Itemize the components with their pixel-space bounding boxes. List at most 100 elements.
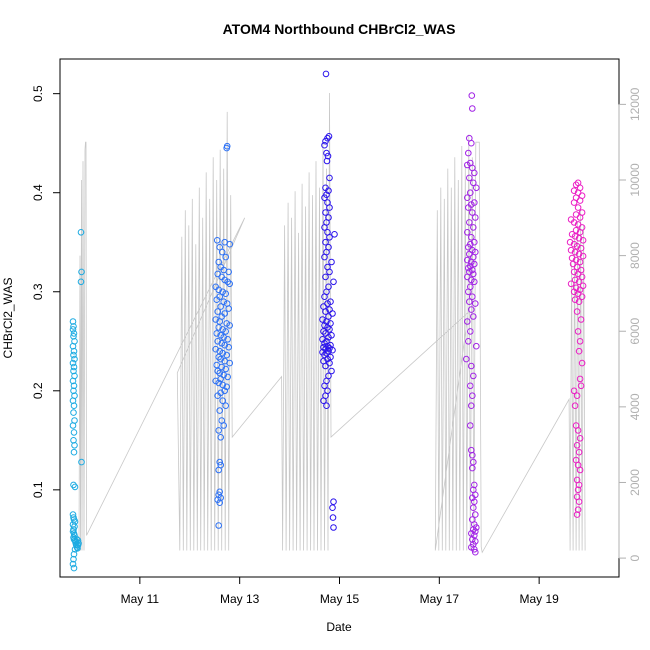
- data-point: [328, 258, 335, 266]
- data-point: [324, 324, 331, 331]
- data-point: [578, 359, 586, 367]
- data-point: [471, 278, 478, 286]
- data-point: [326, 326, 333, 333]
- data-point: [69, 377, 77, 385]
- data-point: [572, 284, 580, 292]
- data-point: [215, 379, 222, 387]
- data-point: [323, 402, 330, 410]
- data-point: [223, 383, 230, 391]
- data-point: [221, 387, 228, 395]
- data-point: [222, 290, 229, 298]
- data-point: [578, 293, 586, 301]
- data-point: [574, 427, 582, 434]
- data-point: [573, 242, 581, 250]
- data-point: [464, 256, 471, 264]
- data-point: [472, 528, 479, 535]
- data-point: [471, 169, 478, 177]
- y2-tick-label: 12000: [628, 87, 642, 121]
- data-point: [224, 336, 231, 343]
- plot-frame: [59, 58, 620, 578]
- x-tick-label: May 17: [420, 592, 460, 606]
- y-tick-label: 0.1: [31, 481, 45, 498]
- data-point: [468, 362, 475, 370]
- data-point: [213, 237, 221, 244]
- data-point: [464, 194, 471, 201]
- data-point: [217, 303, 224, 310]
- data-point: [576, 338, 584, 345]
- data-point: [71, 355, 78, 363]
- data-point: [225, 343, 232, 351]
- data-point: [470, 372, 477, 380]
- y2-tick-label: 10000: [628, 163, 642, 197]
- data-point: [322, 137, 329, 145]
- y2-tick-label: 4000: [628, 393, 642, 420]
- data-point: [467, 328, 474, 335]
- data-point: [222, 365, 229, 373]
- data-point: [70, 347, 78, 355]
- data-point: [326, 174, 333, 182]
- data-point: [574, 204, 582, 211]
- data-point: [324, 355, 331, 363]
- data-point: [330, 524, 337, 531]
- data-point: [225, 268, 232, 276]
- data-point: [322, 238, 329, 246]
- data-point: [70, 323, 77, 330]
- data-point: [571, 276, 579, 284]
- data-point: [222, 402, 229, 410]
- data-point: [71, 483, 79, 491]
- data-point: [577, 316, 585, 323]
- data-point: [470, 179, 477, 187]
- data-point: [574, 506, 582, 514]
- data-point: [221, 341, 228, 349]
- data-point: [468, 306, 475, 313]
- data-point: [69, 359, 77, 367]
- data-point: [576, 229, 584, 236]
- data-point: [470, 458, 477, 466]
- x-tick-label: May 15: [320, 592, 360, 606]
- data-point: [321, 382, 328, 390]
- data-point: [223, 351, 230, 359]
- y-tick-label: 0.4: [31, 184, 45, 201]
- data-point: [573, 308, 581, 315]
- data-point: [469, 464, 476, 472]
- data-point: [576, 258, 584, 266]
- data-point: [213, 330, 220, 337]
- data-point: [469, 494, 476, 502]
- data-point: [577, 244, 585, 252]
- data-point: [322, 273, 329, 281]
- data-point: [471, 498, 478, 506]
- data-point: [73, 536, 81, 543]
- data-point: [216, 458, 223, 466]
- data-point: [570, 387, 578, 395]
- data-point: [330, 278, 337, 286]
- data-point: [473, 342, 480, 350]
- x-tick-label: May 19: [519, 592, 559, 606]
- data-point: [216, 488, 223, 496]
- x-tick-label: May 13: [220, 592, 260, 606]
- data-point: [321, 293, 328, 301]
- data-point: [471, 481, 478, 489]
- data-point: [70, 402, 78, 410]
- data-point: [321, 141, 328, 149]
- data-point: [69, 318, 77, 325]
- data-point: [468, 92, 476, 99]
- data-point: [571, 233, 579, 240]
- data-point: [215, 522, 222, 529]
- data-point: [567, 280, 575, 288]
- data-point: [464, 229, 471, 236]
- data-point: [217, 355, 224, 363]
- data-point: [71, 546, 79, 553]
- data-point: [215, 353, 222, 361]
- altitude-line: [78, 92, 586, 554]
- data-point: [326, 268, 333, 276]
- data-point: [320, 328, 327, 335]
- data-point: [69, 560, 77, 568]
- data-point: [217, 434, 224, 441]
- data-point: [464, 318, 471, 325]
- y2-tick-label: 8000: [628, 242, 642, 269]
- data-point: [465, 288, 472, 296]
- data-point: [323, 157, 331, 165]
- x-tick-label: May 11: [121, 592, 160, 606]
- data-point: [576, 435, 584, 442]
- data-point: [219, 381, 226, 389]
